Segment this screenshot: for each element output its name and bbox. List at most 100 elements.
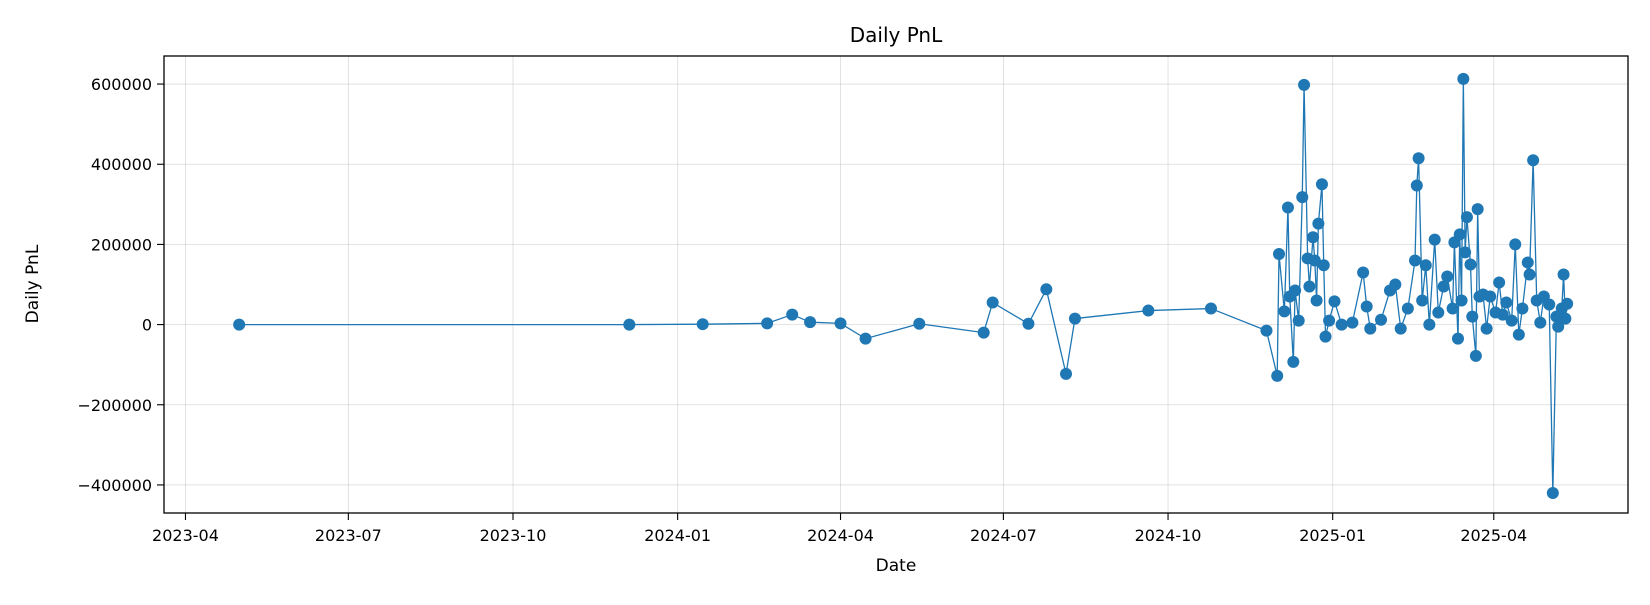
y-tick-label: 200000: [91, 235, 152, 254]
data-point: [1512, 328, 1525, 341]
data-point: [1360, 300, 1373, 313]
data-point: [1040, 283, 1053, 296]
x-axis-label: Date: [876, 556, 917, 576]
x-tick-label: 2024-01: [644, 526, 711, 545]
data-point: [1409, 254, 1422, 267]
data-point: [1401, 302, 1414, 315]
data-point: [1296, 191, 1309, 204]
data-point: [1412, 152, 1425, 165]
data-point: [1543, 298, 1556, 311]
data-point: [1471, 203, 1484, 216]
data-point: [1509, 238, 1522, 251]
data-point: [1557, 268, 1570, 281]
data-point: [859, 332, 872, 345]
series-layer: [233, 72, 1574, 499]
data-point: [233, 318, 246, 331]
data-point: [1312, 217, 1325, 230]
data-point: [1375, 313, 1388, 326]
data-point: [1428, 233, 1441, 246]
data-point: [1346, 316, 1359, 329]
data-point: [1451, 332, 1464, 345]
x-tick-label: 2024-07: [970, 526, 1037, 545]
data-point: [1521, 256, 1534, 269]
data-point: [1505, 314, 1518, 327]
data-point: [977, 326, 990, 339]
data-point: [1446, 302, 1459, 315]
x-tick-label: 2025-01: [1299, 526, 1366, 545]
x-tick-label: 2023-07: [315, 526, 382, 545]
x-tick-label: 2024-10: [1135, 526, 1202, 545]
y-tick-label: −200000: [78, 396, 152, 415]
data-point: [1546, 486, 1559, 499]
x-tick-label: 2024-04: [807, 526, 874, 545]
data-point: [1271, 369, 1284, 382]
data-point: [1460, 211, 1473, 224]
data-point: [1289, 284, 1302, 297]
data-point: [1204, 302, 1217, 315]
plot-frame: [163, 55, 1629, 514]
data-point: [1493, 276, 1506, 289]
data-point: [1260, 324, 1273, 337]
y-tick-label: 600000: [91, 75, 152, 94]
data-point: [1060, 367, 1073, 380]
data-point: [761, 317, 774, 330]
data-point: [1437, 280, 1450, 293]
data-point: [1459, 246, 1472, 259]
data-point: [1319, 330, 1332, 343]
data-point: [1534, 316, 1547, 329]
x-tick-label: 2023-04: [152, 526, 219, 545]
data-point: [1292, 314, 1305, 327]
data-point: [1500, 296, 1513, 309]
data-point: [1287, 355, 1300, 368]
data-point: [1484, 290, 1497, 303]
data-point: [986, 296, 999, 309]
y-tick-label: 0: [142, 316, 152, 335]
data-point: [1480, 322, 1493, 335]
data-point: [1357, 266, 1370, 279]
data-point: [1441, 270, 1454, 283]
data-point: [1410, 179, 1423, 192]
data-point: [834, 317, 847, 330]
data-point: [1496, 308, 1509, 321]
data-point: [1423, 318, 1436, 331]
data-point: [1523, 268, 1536, 281]
data-point: [1527, 154, 1540, 167]
data-point: [1142, 304, 1155, 317]
data-point: [1303, 280, 1316, 293]
data-point: [1022, 317, 1035, 330]
data-point: [1298, 78, 1311, 91]
y-axis-label: Daily PnL: [23, 244, 43, 323]
data-point: [1389, 278, 1402, 291]
data-point: [1464, 258, 1477, 271]
data-point: [1552, 320, 1565, 333]
data-point: [1416, 294, 1429, 307]
data-point: [1317, 259, 1330, 272]
data-point: [1328, 295, 1341, 308]
data-point: [1394, 322, 1407, 335]
data-point: [1307, 231, 1320, 244]
data-point: [1453, 228, 1466, 241]
x-tick-label: 2023-10: [480, 526, 547, 545]
data-point: [913, 317, 926, 330]
data-point: [1315, 178, 1328, 191]
data-point: [1455, 294, 1468, 307]
x-tick-label: 2025-04: [1460, 526, 1527, 545]
y-tick-label: −400000: [78, 476, 152, 495]
data-point: [1323, 314, 1336, 327]
y-tick-label: 400000: [91, 155, 152, 174]
data-point: [1457, 72, 1470, 85]
data-point: [1308, 254, 1321, 267]
data-point: [1561, 297, 1574, 310]
data-point: [1432, 306, 1445, 319]
data-point: [1469, 349, 1482, 362]
data-point: [1273, 248, 1285, 261]
data-point: [1068, 312, 1081, 325]
data-point: [1466, 310, 1479, 323]
data-point: [1419, 259, 1432, 272]
data-point: [1278, 305, 1291, 318]
data-point: [696, 318, 709, 331]
chart-title: Daily PnL: [850, 23, 943, 47]
